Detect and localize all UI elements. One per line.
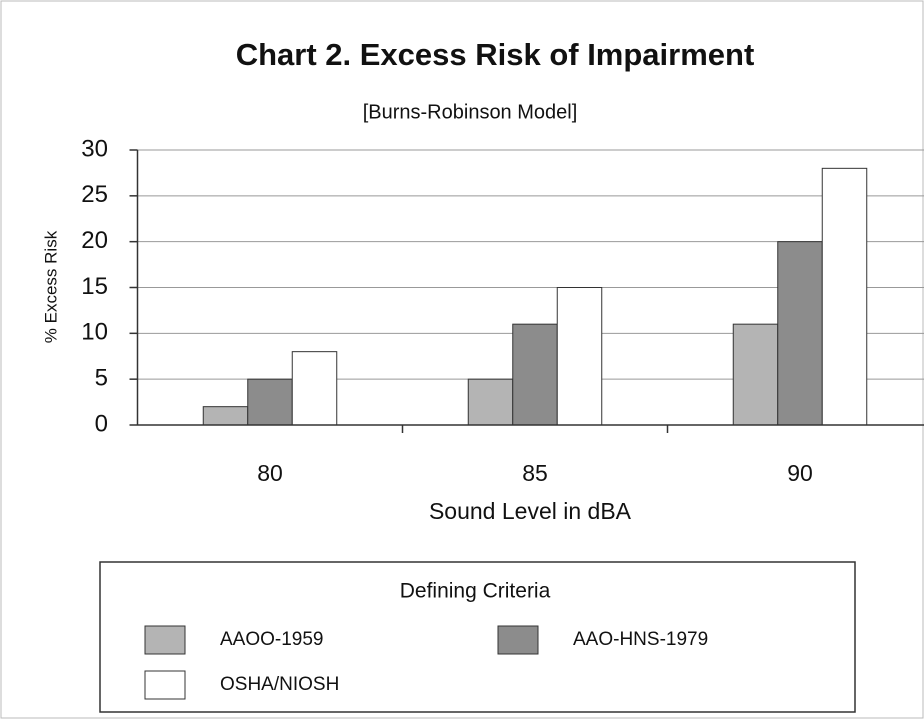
bar (467, 378, 514, 426)
x-tick-label: 90 (787, 460, 813, 486)
y-tick-label: 25 (81, 181, 108, 208)
chart-subtitle: [Burns-Robinson Model] (363, 101, 578, 123)
legend-box (99, 561, 856, 713)
y-tick-label: 0 (95, 410, 108, 437)
legend-swatch (144, 670, 186, 700)
y-axis-label: % Excess Risk (41, 230, 60, 343)
bar (777, 241, 823, 426)
bar (732, 323, 779, 426)
legend-label: OSHA/NIOSH (220, 674, 339, 695)
y-tick-label: 10 (81, 319, 108, 346)
legend-label: AAOO-1959 (220, 629, 324, 650)
bar (202, 406, 249, 426)
chart-title: Chart 2. Excess Risk of Impairment (236, 37, 755, 72)
legend-label: AAO-HNS-1979 (573, 629, 708, 650)
y-tick-label: 20 (81, 227, 108, 254)
x-axis-label: Sound Level in dBA (429, 498, 632, 524)
legend-swatch (144, 625, 186, 655)
y-tick-label: 5 (95, 365, 108, 392)
y-tick-label: 15 (81, 273, 108, 300)
bar (556, 287, 603, 426)
x-tick-label: 80 (257, 460, 283, 486)
y-tick-label: 30 (81, 135, 108, 162)
bar (291, 351, 338, 426)
legend-swatch (497, 625, 539, 655)
x-tick-label: 85 (522, 460, 548, 486)
bar (512, 323, 558, 426)
legend-title: Defining Criteria (400, 580, 551, 603)
bar (247, 378, 293, 426)
bar (821, 167, 868, 426)
